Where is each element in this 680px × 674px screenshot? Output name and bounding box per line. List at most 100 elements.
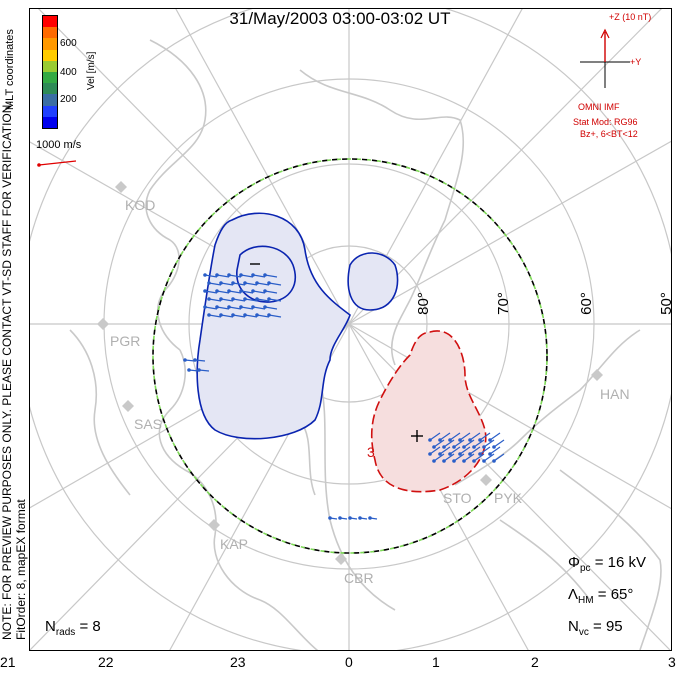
vector-line	[252, 290, 266, 294]
mlt-tick: 2	[531, 654, 539, 670]
vector-line	[268, 298, 282, 302]
colorbar-segment	[43, 49, 57, 61]
vector-line	[268, 282, 282, 286]
colorbar-segment	[43, 94, 57, 106]
colorbar-tick: 400	[60, 67, 77, 78]
vector-line	[493, 439, 505, 448]
station-label: CBR	[344, 570, 374, 586]
vector-line	[240, 306, 254, 310]
vector-line	[216, 290, 230, 294]
vector-line	[453, 453, 465, 462]
vector-line	[252, 274, 266, 278]
positive-cell	[370, 330, 487, 493]
mlt-tick: 3	[668, 654, 676, 670]
vector-line	[433, 453, 445, 462]
vector-line	[489, 432, 501, 441]
vector-line	[473, 453, 485, 462]
vector-line	[479, 446, 491, 455]
vector-scale-label: 1000 m/s	[36, 139, 82, 151]
vector-line	[204, 290, 218, 294]
vector-line	[244, 282, 258, 286]
vector-line	[483, 453, 495, 462]
velocity-colorbar	[42, 15, 58, 129]
vector-line	[439, 446, 451, 455]
colorbar-tick: 200	[60, 94, 77, 105]
vector-line	[256, 282, 270, 286]
vector-line	[232, 314, 246, 318]
station-markers	[97, 181, 603, 565]
imf-y-label: +Y	[630, 57, 642, 67]
vector-line	[244, 298, 258, 302]
vector-line	[232, 298, 246, 302]
vector-line	[329, 517, 338, 520]
vector-line	[252, 306, 266, 310]
vector-line	[493, 453, 505, 462]
vector-line	[433, 439, 445, 448]
vector-line	[228, 290, 242, 294]
cell-centre-markers	[250, 263, 423, 442]
mlt-tick: 22	[98, 654, 114, 670]
positive-contour-label: 3	[367, 444, 375, 460]
vector-line	[204, 274, 218, 278]
latitude-label: 80°	[414, 292, 432, 315]
vector-line	[349, 517, 358, 520]
vector-line	[473, 439, 485, 448]
colorbar-label: Vel [m/s]	[86, 51, 97, 90]
vector-line	[453, 439, 465, 448]
plot-frame	[29, 8, 672, 651]
latitude-label: 50°	[657, 292, 675, 315]
vector-line	[228, 306, 242, 310]
mlt-tick: 1	[432, 654, 440, 670]
vector-line	[264, 274, 278, 278]
vector-line	[240, 290, 254, 294]
vector-line	[216, 306, 230, 310]
vector-line	[194, 359, 206, 362]
vector-line	[208, 282, 222, 286]
velocity-vectors	[183, 273, 505, 520]
colorbar-segment	[43, 60, 57, 72]
vector-line	[184, 359, 196, 362]
mlt-tick: 0	[345, 654, 353, 670]
imf-dial	[580, 28, 630, 88]
vector-line	[449, 446, 461, 455]
colorbar-tick: 600	[60, 38, 77, 49]
vector-line	[204, 306, 218, 310]
side-note: NOTE: FOR PREVIEW PURPOSES ONLY. PLEASE …	[0, 101, 28, 640]
vector-line	[483, 439, 495, 448]
vector-line	[443, 439, 455, 448]
imf-z-label: +Z (10 nT)	[609, 12, 652, 22]
vector-line	[339, 517, 348, 520]
latitude-label: 60°	[577, 292, 595, 315]
lambda-hm-stat: ΛHM = 65°	[568, 586, 634, 606]
vector-line	[479, 432, 491, 441]
vector-line	[244, 314, 258, 318]
station-label: SAS	[134, 416, 163, 432]
vector-line	[429, 432, 441, 441]
plot-title: 31/May/2003 03:00-03:02 UT	[229, 9, 451, 28]
vector-line	[220, 282, 234, 286]
mlt-coords-label: MLT coordinates	[4, 29, 16, 110]
vector-line	[359, 517, 368, 520]
vector-line	[240, 274, 254, 278]
vector-line	[463, 439, 475, 448]
colorbar-segment	[43, 83, 57, 95]
hm-boundary	[152, 158, 548, 554]
colorbar-segment	[43, 116, 57, 128]
vector-line	[208, 298, 222, 302]
vector-line	[220, 314, 234, 318]
station-label: HAN	[600, 386, 630, 402]
colorbar-segment	[43, 105, 57, 117]
imf-source: OMNI IMF	[578, 102, 620, 112]
vector-line	[216, 274, 230, 278]
vector-line	[439, 432, 451, 441]
vector-line	[220, 298, 234, 302]
vector-line	[489, 446, 501, 455]
vector-line	[469, 446, 481, 455]
vector-line	[469, 432, 481, 441]
imf-stat-model: Stat Mod: RG96	[573, 117, 638, 127]
vector-line	[459, 432, 471, 441]
colorbar-segment	[43, 38, 57, 50]
station-label: KOD	[125, 197, 156, 213]
